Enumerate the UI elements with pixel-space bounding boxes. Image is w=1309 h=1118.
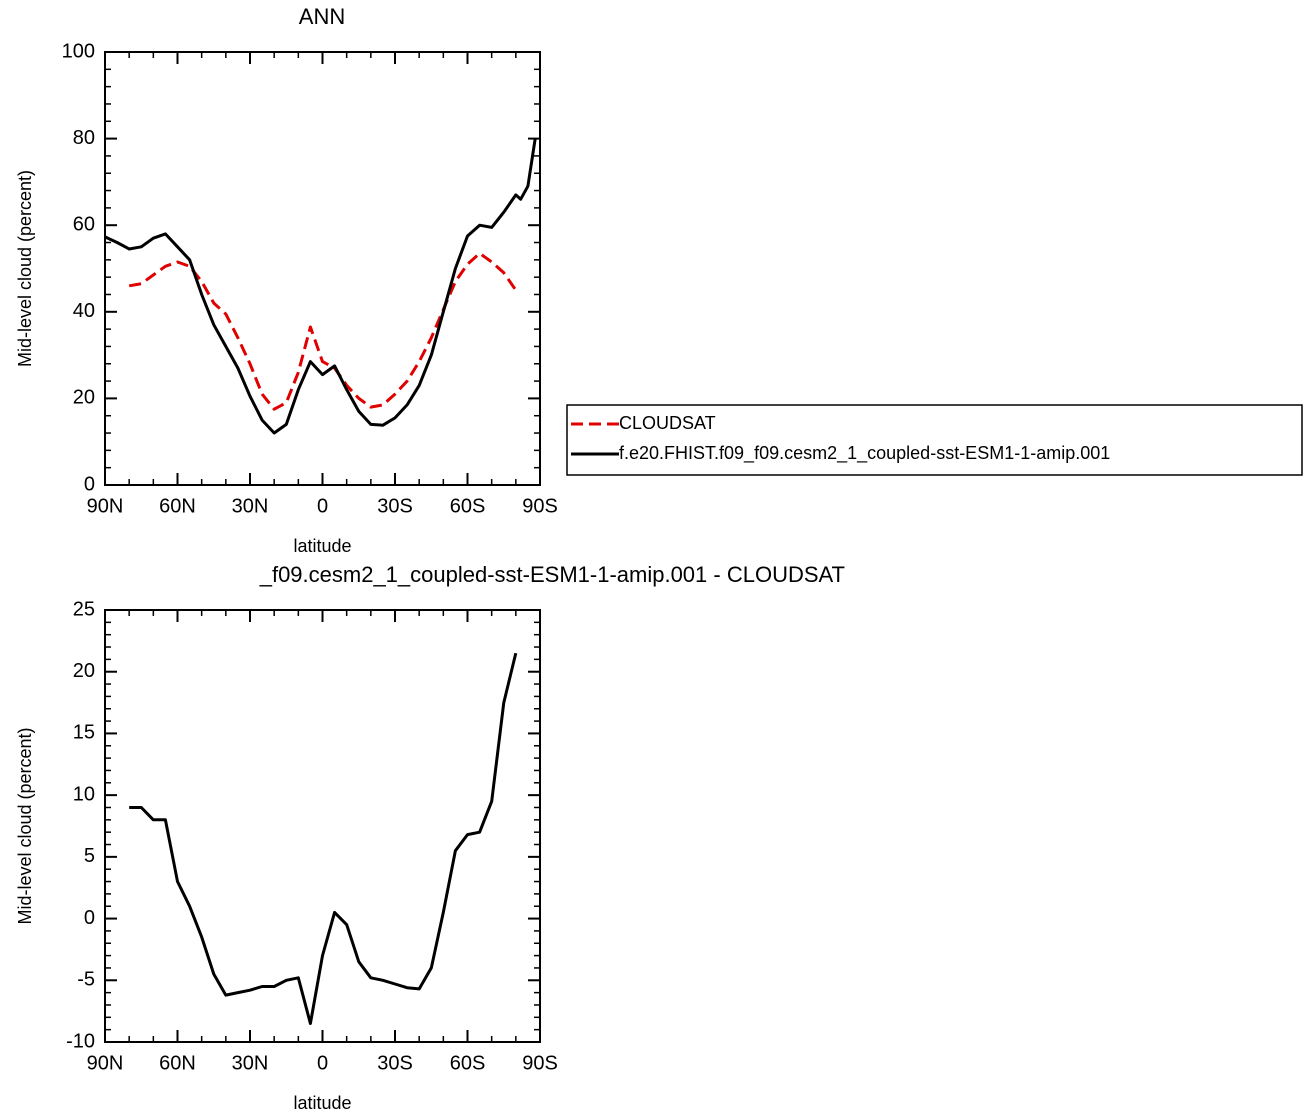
x-axis-label: latitude [293, 1093, 351, 1113]
x-tick-label: 0 [317, 495, 328, 517]
y-tick-label: 20 [73, 387, 95, 409]
x-tick-label: 30N [232, 495, 269, 517]
x-tick-label: 90S [522, 1052, 558, 1074]
data-line [129, 652, 518, 1025]
x-tick-label: 60N [159, 495, 196, 517]
y-tick-label: 5 [84, 845, 95, 867]
y-tick-label: 20 [73, 660, 95, 682]
x-axis-label: latitude [293, 536, 351, 556]
y-tick-label: 40 [73, 300, 95, 322]
y-axis-label: Mid-level cloud (percent) [15, 170, 35, 367]
chart-title: _f09.cesm2_1_coupled-sst-ESM1-1-amip.001… [259, 562, 845, 587]
legend-label: f.e20.FHIST.f09_f09.cesm2_1_coupled-sst-… [619, 443, 1110, 464]
x-tick-label: 60S [450, 1052, 486, 1074]
y-tick-label: 0 [84, 473, 95, 495]
x-tick-label: 90S [522, 495, 558, 517]
y-tick-label: -10 [66, 1030, 95, 1052]
x-tick-label: 90N [87, 1052, 124, 1074]
chart-title: ANN [299, 4, 345, 29]
x-tick-label: 30N [232, 1052, 269, 1074]
legend-box [566, 404, 1303, 476]
legend-label: CLOUDSAT [619, 413, 716, 433]
y-tick-label: 0 [84, 907, 95, 929]
data-line [128, 251, 518, 411]
y-tick-label: 15 [73, 722, 95, 744]
plot-frame [104, 51, 541, 486]
y-tick-label: -5 [77, 969, 95, 991]
y-tick-label: 10 [73, 783, 95, 805]
x-tick-label: 60N [159, 1052, 196, 1074]
x-tick-label: 60S [450, 495, 486, 517]
x-tick-label: 0 [317, 1052, 328, 1074]
x-tick-label: 90N [87, 495, 124, 517]
data-line [104, 138, 537, 435]
y-tick-label: 25 [73, 598, 95, 620]
y-tick-label: 60 [73, 213, 95, 235]
y-axis-label: Mid-level cloud (percent) [15, 727, 35, 924]
x-tick-label: 30S [377, 495, 413, 517]
y-tick-label: 80 [73, 127, 95, 149]
y-tick-label: 100 [62, 40, 95, 62]
x-tick-label: 30S [377, 1052, 413, 1074]
plot-frame [104, 609, 541, 1043]
